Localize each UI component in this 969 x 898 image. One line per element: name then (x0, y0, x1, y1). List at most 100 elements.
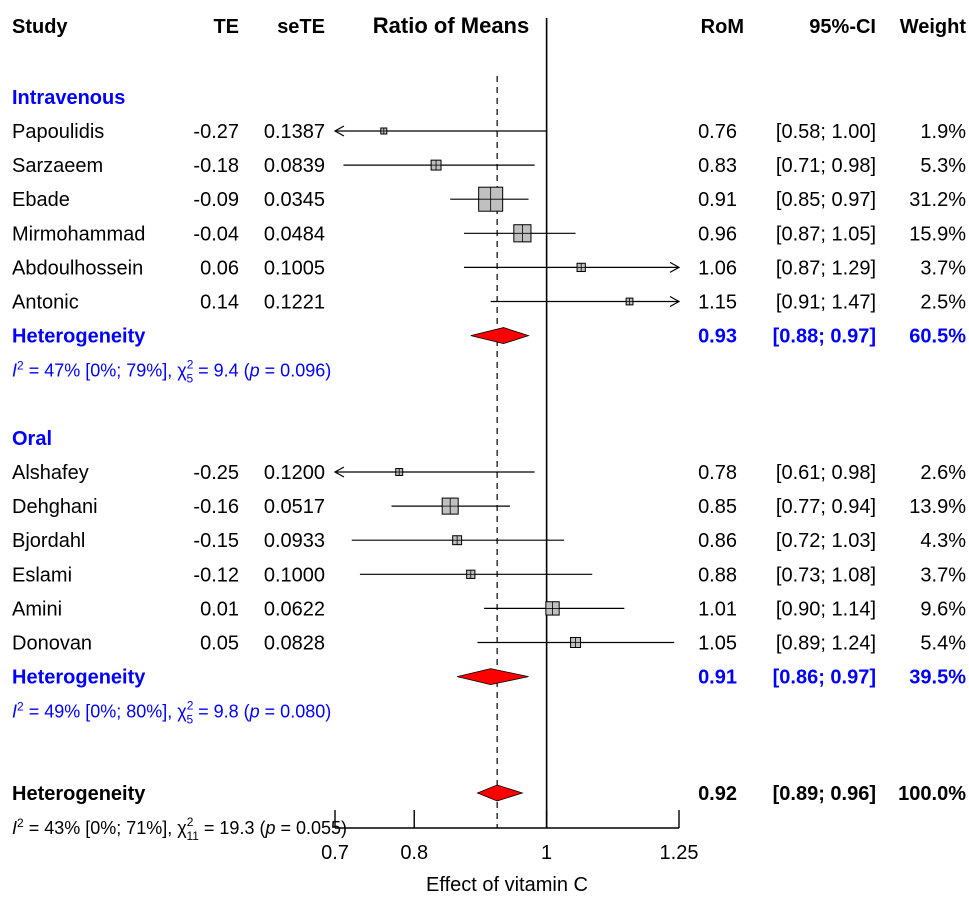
study-name: Donovan (12, 633, 92, 655)
study-sete: 0.0933 (264, 530, 325, 552)
study-ci: [0.87; 1.05] (776, 223, 876, 245)
study-name: Papoulidis (12, 121, 104, 143)
study-name: Mirmohammad (12, 223, 145, 245)
study-sete: 0.1221 (264, 292, 325, 314)
heterogeneity-stats: I2 = 43% [0%; 71%], χ2 11 = 19.3 (p = 0.0… (12, 815, 347, 843)
study-te: -0.04 (193, 223, 239, 245)
study-name: Eslami (12, 564, 72, 586)
ci-arrow-left-icon (333, 125, 345, 137)
study-rom: 1.15 (698, 292, 737, 314)
study-rom: 0.76 (698, 121, 737, 143)
x-axis-label: Effect of vitamin C (426, 874, 588, 896)
study-sete: 0.0345 (264, 189, 325, 211)
reference-lines (496, 18, 548, 828)
x-tick-label: 0.7 (321, 842, 349, 864)
study-name: Ebade (12, 189, 70, 211)
header-te: TE (213, 16, 239, 38)
subgroup-title: Oral (12, 428, 52, 450)
study-rom: 0.85 (698, 496, 737, 518)
study-te: 0.14 (200, 292, 239, 314)
study-sete: 0.0517 (264, 496, 325, 518)
subgroup-heterogeneity-label: Heterogeneity (12, 667, 146, 689)
header-ci: 95%-CI (809, 16, 876, 38)
header-rom: RoM (701, 16, 744, 38)
study-weight: 1.9% (920, 121, 966, 143)
study-ci: [0.85; 0.97] (776, 189, 876, 211)
study-sete: 0.0839 (264, 155, 325, 177)
study-weight: 5.3% (920, 155, 966, 177)
study-sete: 0.0622 (264, 598, 325, 620)
study-name: Alshafey (12, 462, 89, 484)
study-rows: Intravenous Papoulidis -0.27 0.1387 0.76 [0.5… (12, 87, 966, 843)
study-te: 0.01 (200, 598, 239, 620)
study-weight: 2.5% (920, 292, 966, 314)
study-sete: 0.1200 (264, 462, 325, 484)
study-sete: 0.1000 (264, 564, 325, 586)
study-name: Abdoulhossein (12, 257, 143, 279)
study-te: -0.16 (193, 496, 239, 518)
study-rom: 1.06 (698, 257, 737, 279)
study-te: -0.09 (193, 189, 239, 211)
ci-arrow-left-icon (333, 466, 345, 478)
subgroup-rom: 0.91 (698, 667, 737, 689)
subgroup-rom: 0.93 (698, 326, 737, 348)
study-name: Bjordahl (12, 530, 85, 552)
header-weight: Weight (900, 16, 967, 38)
study-name: Dehghani (12, 496, 98, 518)
heterogeneity-stats: I2 = 47% [0%; 79%], χ2 5 = 9.4 (p = 0.096… (12, 358, 331, 386)
study-sete: 0.1387 (264, 121, 325, 143)
study-rom: 1.01 (698, 598, 737, 620)
study-sete: 0.1005 (264, 257, 325, 279)
study-weight: 3.7% (920, 257, 966, 279)
study-te: -0.12 (193, 564, 239, 586)
study-name: Sarzaeem (12, 155, 103, 177)
ci-arrow-right-icon (669, 295, 681, 308)
study-rom: 0.83 (698, 155, 737, 177)
study-ci: [0.77; 0.94] (776, 496, 876, 518)
study-rom: 1.05 (698, 633, 737, 655)
study-ci: [0.87; 1.29] (776, 257, 876, 279)
subgroup-weight: 60.5% (909, 326, 966, 348)
subgroup-ci: [0.88; 0.97] (773, 326, 876, 348)
study-weight: 3.7% (920, 564, 966, 586)
study-sete: 0.0484 (264, 223, 325, 245)
study-name: Antonic (12, 292, 79, 314)
study-te: -0.27 (193, 121, 239, 143)
study-rom: 0.88 (698, 564, 737, 586)
study-te: 0.06 (200, 257, 239, 279)
subgroup-diamond (457, 668, 529, 686)
study-weight: 31.2% (909, 189, 966, 211)
study-rom: 0.91 (698, 189, 737, 211)
study-ci: [0.91; 1.47] (776, 292, 876, 314)
study-ci: [0.72; 1.03] (776, 530, 876, 552)
study-ci: [0.71; 0.98] (776, 155, 876, 177)
x-axis: 0.7 0.8 1 1.25 Effect of vitamin C (321, 810, 698, 896)
study-weight: 4.3% (920, 530, 966, 552)
study-te: -0.15 (193, 530, 239, 552)
study-name: Amini (12, 598, 62, 620)
subgroup-ci: [0.86; 0.97] (773, 667, 876, 689)
study-weight: 13.9% (909, 496, 966, 518)
header-plot-title: Ratio of Means (373, 13, 529, 38)
overall-heterogeneity-label: Heterogeneity (12, 783, 146, 805)
subgroup-diamond (470, 327, 530, 345)
study-ci: [0.90; 1.14] (776, 598, 876, 620)
study-rom: 0.86 (698, 530, 737, 552)
study-weight: 5.4% (920, 633, 966, 655)
subgroup-title: Intravenous (12, 87, 125, 109)
study-weight: 2.6% (920, 462, 966, 484)
header-study: Study (12, 16, 68, 38)
study-te: 0.05 (200, 633, 239, 655)
study-te: -0.25 (193, 462, 239, 484)
study-ci: [0.61; 0.98] (776, 462, 876, 484)
overall-rom: 0.92 (698, 783, 737, 805)
study-ci: [0.89; 1.24] (776, 633, 876, 655)
study-sete: 0.0828 (264, 633, 325, 655)
overall-weight: 100.0% (898, 783, 966, 805)
study-weight: 15.9% (909, 223, 966, 245)
study-ci: [0.73; 1.08] (776, 564, 876, 586)
study-weight: 9.6% (920, 598, 966, 620)
study-te: -0.18 (193, 155, 239, 177)
x-tick-label: 1 (541, 842, 552, 864)
